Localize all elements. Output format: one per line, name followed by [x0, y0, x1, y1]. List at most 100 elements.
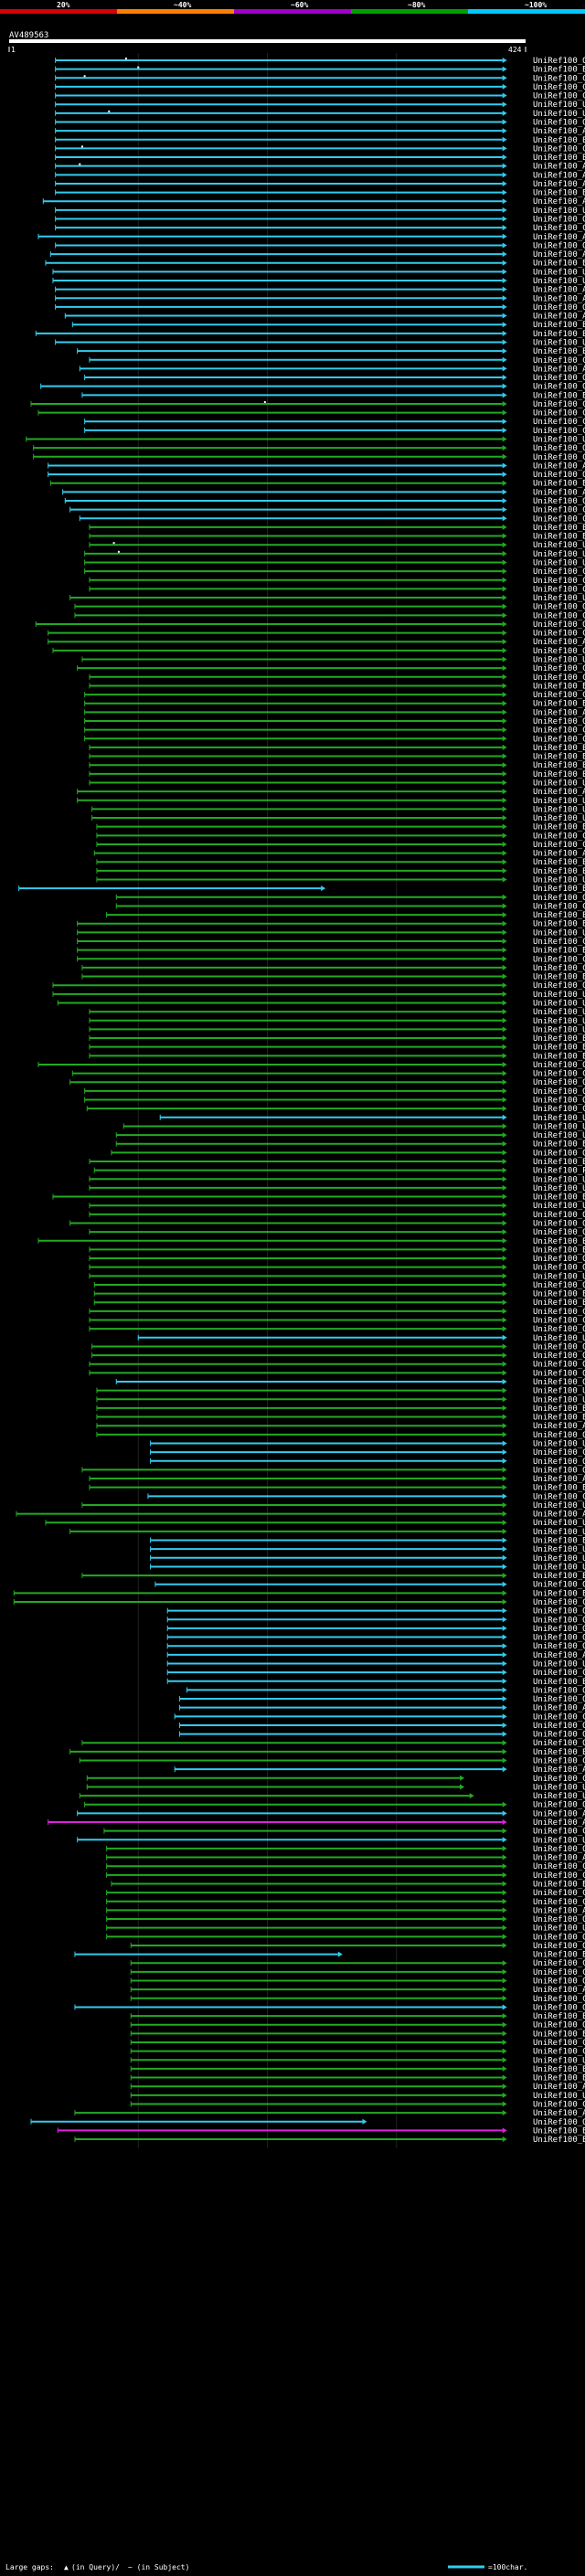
hit-id-label[interactable]: UniRef100_Q5R919 [533, 1078, 585, 1087]
hit-id-label[interactable]: UniRef100_B7FMW4 [533, 391, 585, 400]
hit-id-label[interactable]: UniRef100_Q94S10 [533, 1431, 585, 1440]
hit-row[interactable]: UniRef100_C6T3S3 [55, 83, 585, 92]
hit-row[interactable]: UniRef100_B9Q2B0 [69, 1748, 585, 1757]
hit-id-label[interactable]: UniRef100_A9RHV4 [533, 286, 585, 295]
hit-id-label[interactable]: UniRef100_B5XEL3 [533, 682, 585, 691]
hit-id-label[interactable]: UniRef100_B6KGW6 [533, 2012, 585, 2021]
hit-id-label[interactable]: UniRef100_Q1HQ81 [533, 1219, 585, 1228]
hit-id-label[interactable]: UniRef100_A1CMF0 [533, 1809, 585, 1818]
hit-id-label[interactable]: UniRef100_UP1000... [533, 110, 585, 119]
hit-row[interactable]: UniRef100_A7QXJ9 [166, 1651, 585, 1660]
hit-id-label[interactable]: UniRef100_A9U6V2 [533, 488, 585, 497]
hit-row[interactable]: UniRef100_UP1000... [96, 1395, 585, 1405]
hit-id-label[interactable]: UniRef100_A7ULW4 [533, 708, 585, 717]
hit-id-label[interactable]: UniRef100_B2W7R9 [533, 1537, 585, 1546]
hit-id-label[interactable]: UniRef100_C1BKR9 [533, 691, 585, 700]
hit-id-label[interactable]: UniRef100_UP1000... [533, 999, 585, 1008]
hit-row[interactable]: UniRef100_UP1000... [130, 2092, 585, 2101]
hit-id-label[interactable]: UniRef100_UP1000... [533, 1017, 585, 1026]
hit-row[interactable]: UniRef100_Q6S5N6 [89, 1369, 585, 1378]
hit-row[interactable]: UniRef100_Q4N187 [84, 1801, 585, 1810]
hit-id-label[interactable]: UniRef100_UP1000... [533, 1545, 585, 1554]
hit-id-label[interactable]: UniRef100_Q5EWP3 [533, 1378, 585, 1387]
hit-row[interactable]: UniRef100_A7ULW4 [84, 708, 585, 717]
hit-id-label[interactable]: UniRef100_UP1000... [533, 1395, 585, 1405]
hit-row[interactable]: UniRef100_UP1000... [77, 1836, 585, 1845]
hit-id-label[interactable]: UniRef100_B5XP14 [533, 947, 585, 956]
hit-row[interactable]: UniRef100_C0HAQ3 [115, 902, 585, 911]
hit-id-label[interactable]: UniRef100_Q2HYP8 [533, 603, 585, 612]
hit-id-label[interactable]: UniRef100_UP1000... [533, 558, 585, 567]
hit-id-label[interactable]: UniRef100_B9Q5I0 [533, 2136, 585, 2145]
hit-row[interactable]: UniRef100_C0S0G6 [130, 2048, 585, 2057]
hit-row[interactable]: UniRef100_Q5KYK0 [130, 1942, 585, 1951]
hit-row[interactable]: UniRef100_A6NNW5 [48, 1818, 585, 1828]
hit-id-label[interactable]: UniRef100_B6TCX7 [533, 1951, 585, 1960]
hit-row[interactable]: UniRef100_B9I289 [111, 1880, 585, 1889]
hit-row[interactable]: UniRef100_Q6BJ17 [81, 1739, 585, 1748]
hit-id-label[interactable]: UniRef100_UP1000... [533, 814, 585, 823]
hit-row[interactable]: UniRef100_UP1000... [84, 558, 585, 567]
hit-id-label[interactable]: UniRef100_B5X8S9 [533, 823, 585, 832]
hit-id-label[interactable]: UniRef100_B2CM15 [533, 154, 585, 163]
hit-row[interactable]: UniRef100_C1BFT4 [77, 955, 585, 964]
hit-row[interactable]: UniRef100_B5XGN2 [89, 770, 585, 779]
hit-id-label[interactable]: UniRef100_UP1000... [533, 1387, 585, 1396]
hit-id-label[interactable]: UniRef100_C1BY06 [533, 577, 585, 586]
hit-row[interactable]: UniRef100_C4QZ33 [89, 1308, 585, 1317]
hit-id-label[interactable]: UniRef100_C1BSQ2 [533, 585, 585, 594]
hit-id-label[interactable]: UniRef100_C6SWS8 [533, 92, 585, 101]
hit-id-label[interactable]: UniRef100_C4QZ32 [533, 1317, 585, 1326]
hit-id-label[interactable]: UniRef100_A8NNB2 [533, 2109, 585, 2118]
hit-id-label[interactable]: UniRef100_C5KIN2 [533, 1968, 585, 1977]
hit-row[interactable]: UniRef100_A9NLN5 [37, 233, 585, 242]
hit-row[interactable]: UniRef100_C5YH52 [55, 144, 585, 154]
hit-id-label[interactable]: UniRef100_C4QZ33 [533, 1308, 585, 1317]
hit-row[interactable]: UniRef100_B5X0S0 [106, 911, 585, 920]
hit-row[interactable]: UniRef100_C7IWF4 [33, 453, 585, 462]
hit-row[interactable]: UniRef100_B5XDJ9 [89, 1034, 585, 1044]
hit-row[interactable]: UniRef100_Q6ZHZ4 [93, 1281, 585, 1290]
hit-id-label[interactable]: UniRef100_UP1000... [533, 1175, 585, 1184]
hit-row[interactable]: UniRef100_B8M4D4 [130, 2065, 585, 2074]
hit-id-label[interactable]: UniRef100_UP1000... [533, 1924, 585, 1934]
hit-id-label[interactable]: UniRef100_UP1000... [533, 207, 585, 216]
hit-row[interactable]: UniRef100_C5M0Z0 [130, 2100, 585, 2109]
hit-id-label[interactable]: UniRef100_B4PAY8 [533, 1290, 585, 1299]
hit-row[interactable]: UniRef100_C4M007 [106, 1862, 585, 1871]
hit-row[interactable]: UniRef100_B9Q5I0 [74, 2136, 585, 2145]
hit-row[interactable]: UniRef100_Q4WQB1 [106, 1915, 585, 1924]
hit-id-label[interactable]: UniRef100_C6T3S3 [533, 83, 585, 92]
hit-row[interactable]: UniRef100_C0PT45 [147, 1492, 585, 1501]
hit-id-label[interactable]: UniRef100_Q4WQB1 [533, 1915, 585, 1924]
hit-row[interactable]: UniRef100_B0D3P4 [166, 1678, 585, 1687]
hit-row[interactable]: UniRef100_UP1000... [52, 277, 585, 286]
hit-id-label[interactable]: UniRef100_UP1000... [533, 594, 585, 603]
hit-id-label[interactable]: UniRef100_UP1000... [533, 268, 585, 277]
hit-row[interactable]: UniRef100_UP1000... [150, 1439, 585, 1448]
hit-row[interactable]: UniRef100_C1BF37 [89, 673, 585, 683]
hit-row[interactable]: UniRef100_Q2V1R7 [179, 1731, 585, 1740]
hit-id-label[interactable]: UniRef100_C1BGC3 [533, 938, 585, 947]
hit-id-label[interactable]: UniRef100_A9NT74 [533, 163, 585, 172]
hit-id-label[interactable]: UniRef100_B4M0U7 [533, 1158, 585, 1167]
hit-row[interactable]: UniRef100_B2CM15 [55, 154, 585, 163]
hit-id-label[interactable]: UniRef100_B5X9R0 [533, 1140, 585, 1150]
hit-id-label[interactable]: UniRef100_C1HIC7 [533, 2039, 585, 2048]
hit-row[interactable]: UniRef100_A7RRG8 [93, 850, 585, 859]
hit-id-label[interactable]: UniRef100_B5XEL8 [533, 973, 585, 982]
hit-row[interactable]: UniRef100_B2W7R9 [150, 1537, 585, 1546]
hit-row[interactable]: UniRef100_B5XEG8 [84, 700, 585, 709]
hit-id-label[interactable]: UniRef100_C5FXR7 [533, 1669, 585, 1678]
hit-id-label[interactable]: UniRef100_B3DM00 [533, 1052, 585, 1061]
hit-id-label[interactable]: UniRef100_C5X0W9 [533, 427, 585, 436]
hit-row[interactable]: UniRef100_B7FMW4 [81, 391, 585, 400]
hit-row[interactable]: UniRef100_A8MQP6 [48, 461, 585, 471]
hit-row[interactable]: UniRef100_C5KIN2 [130, 1968, 585, 1977]
hit-row[interactable]: UniRef100_C1BY06 [89, 577, 585, 586]
hit-row[interactable]: UniRef100_UP1000... [150, 1554, 585, 1564]
hit-row[interactable]: UniRef100_Q6AWF2 [84, 717, 585, 726]
hit-row[interactable]: UniRef100_Q2UC84 [81, 1466, 585, 1475]
hit-row[interactable]: UniRef100_C6SYH0 [84, 418, 585, 427]
hit-row[interactable]: UniRef100_UP1000... [89, 1017, 585, 1026]
